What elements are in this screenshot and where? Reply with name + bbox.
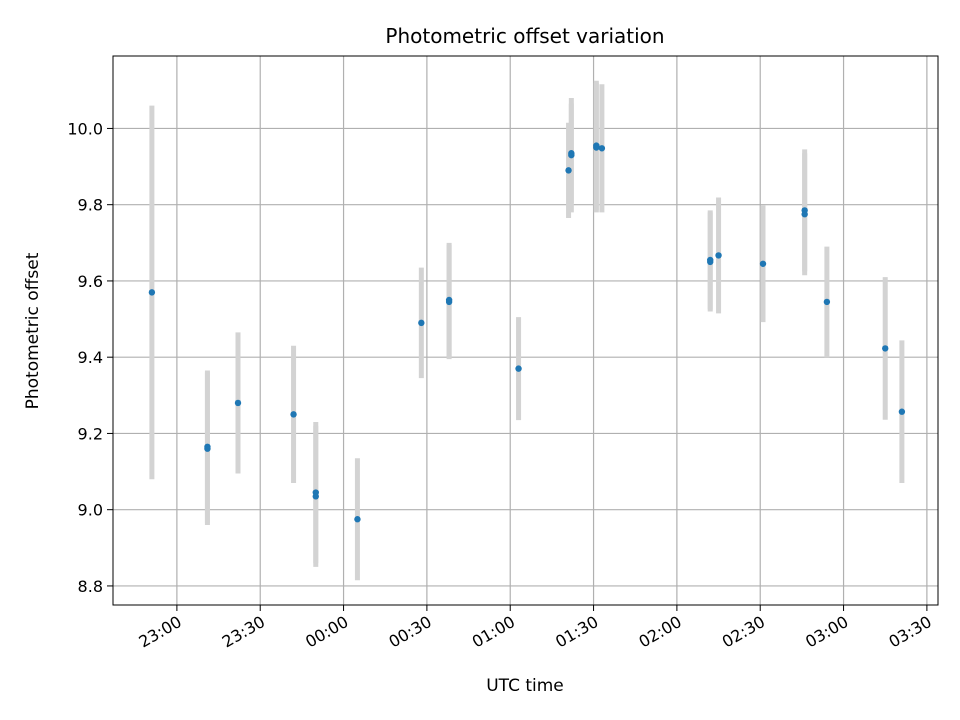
data-point <box>715 252 722 259</box>
y-tick-label: 10.0 <box>67 119 103 138</box>
data-point <box>707 258 714 266</box>
y-tick-label: 9.8 <box>78 196 103 215</box>
x-axis-ticks: 23:00 23:30 00:00 00:30 01:00 01:30 02:00 02:30… <box>135 605 935 652</box>
data-point <box>234 399 242 407</box>
x-tick-label: 00:30 <box>385 612 434 652</box>
y-tick-label: 9.2 <box>78 424 103 443</box>
error-bars <box>149 80 905 581</box>
data-point <box>148 289 156 296</box>
data-point <box>568 150 575 157</box>
y-tick-label: 9.6 <box>78 272 103 291</box>
data-point <box>882 345 889 352</box>
data-point <box>898 408 906 415</box>
plot-frame <box>112 55 939 606</box>
data-point <box>445 298 453 306</box>
data-point <box>565 167 572 174</box>
x-tick-label: 03:00 <box>802 612 851 652</box>
data-point <box>204 445 211 452</box>
data-point <box>312 493 319 500</box>
chart-title: Photometric offset variation <box>385 24 664 48</box>
x-tick-label: 01:00 <box>469 612 518 652</box>
grid <box>113 56 938 605</box>
x-tick-label: 01:30 <box>552 612 601 652</box>
x-tick-label: 00:00 <box>302 612 351 652</box>
y-axis-label: Photometric offset <box>23 252 43 409</box>
y-tick-label: 8.8 <box>78 577 103 596</box>
data-point <box>801 211 808 218</box>
data-point <box>418 319 425 327</box>
data-point <box>823 298 831 306</box>
data-point <box>515 365 522 372</box>
y-tick-label: 9.4 <box>78 348 103 367</box>
x-tick-label: 02:30 <box>719 612 768 652</box>
x-tick-label: 23:00 <box>135 612 184 652</box>
x-tick-label: 02:00 <box>635 612 684 652</box>
x-axis-label: UTC time <box>486 676 564 696</box>
y-tick-label: 9.0 <box>78 501 103 520</box>
data-point <box>290 411 297 418</box>
data-points <box>148 142 906 523</box>
data-point <box>759 260 767 267</box>
x-tick-label: 23:30 <box>219 612 268 652</box>
data-point <box>354 516 361 523</box>
data-point <box>598 145 606 152</box>
data-point <box>593 144 600 151</box>
y-axis-ticks: 8.8 9.0 9.2 9.4 9.6 9.8 10.0 <box>67 119 113 596</box>
x-tick-label: 03:30 <box>885 612 934 652</box>
